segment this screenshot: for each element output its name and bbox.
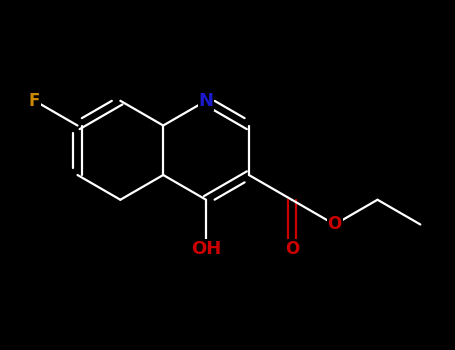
Text: O: O — [285, 240, 299, 258]
Text: OH: OH — [191, 240, 221, 258]
Text: O: O — [328, 216, 342, 233]
Text: F: F — [29, 92, 40, 110]
Text: N: N — [198, 92, 213, 110]
